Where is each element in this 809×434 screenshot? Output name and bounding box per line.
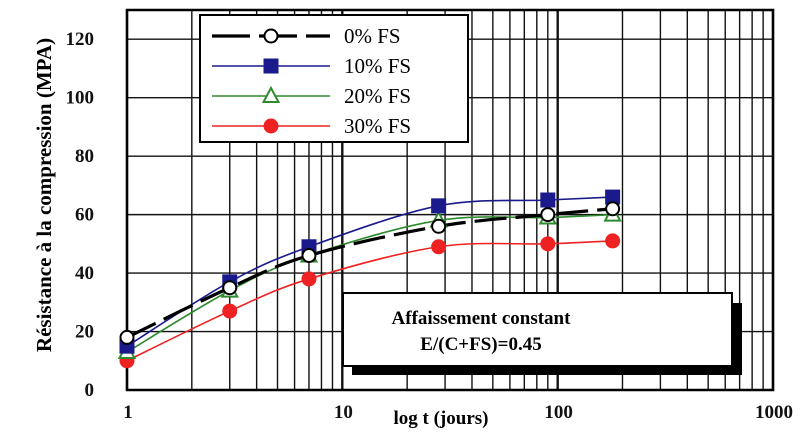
x-tick-label: 100 [544, 402, 573, 423]
legend-label: 20% FS [344, 84, 411, 108]
y-tick-labels: 0 20 40 60 80 100 120 [66, 29, 95, 401]
data-point [540, 207, 556, 223]
plot-frame [125, 8, 775, 392]
x-tick-label: 10 [334, 402, 353, 423]
y-tick-label: 60 [75, 205, 94, 226]
data-point [222, 303, 238, 319]
legend: 0% FS 10% FS 20% FS 30% FS [199, 14, 469, 143]
data-point [431, 198, 447, 214]
legend-marker [263, 58, 279, 74]
legend-marker [261, 85, 281, 103]
series-line [126, 207, 613, 339]
x-tick-label: 1000 [755, 402, 793, 423]
data-point [431, 239, 447, 255]
x-tick-labels: 1 10 100 1000 [123, 402, 793, 423]
x-tick-label: 1 [123, 402, 133, 423]
legend-label: 30% FS [344, 114, 411, 138]
x-axis-label: log t (jours) [394, 408, 489, 429]
series [117, 189, 622, 369]
annotation-line: E/(C+FS)=0.45 [420, 334, 541, 355]
data-point [431, 218, 447, 234]
plot-border [125, 8, 775, 392]
legend-box [199, 14, 469, 143]
data-point [540, 236, 556, 252]
y-tick-label: 40 [75, 263, 94, 284]
y-tick-label: 80 [75, 146, 94, 167]
y-tick-label: 20 [75, 322, 94, 343]
y-axis-label: Résistance à la compression (MPA) [32, 38, 56, 352]
data-point [301, 248, 317, 264]
y-tick-label: 100 [66, 88, 95, 109]
legend-marker [263, 118, 279, 134]
annotation-line: Affaissement constant [392, 308, 572, 329]
annotation-box: Affaissement constant E/(C+FS)=0.45 [342, 292, 742, 375]
data-point [605, 233, 621, 249]
data-point [540, 192, 556, 208]
y-tick-label: 0 [85, 380, 95, 401]
data-point [222, 280, 238, 296]
annotation-panel [342, 292, 733, 367]
legend-marker [263, 28, 279, 44]
legend-label: 10% FS [344, 54, 411, 78]
data-point [119, 329, 135, 345]
data-point [301, 271, 317, 287]
legend-label: 0% FS [344, 24, 401, 48]
y-tick-label: 120 [66, 29, 95, 50]
data-point [605, 201, 621, 217]
